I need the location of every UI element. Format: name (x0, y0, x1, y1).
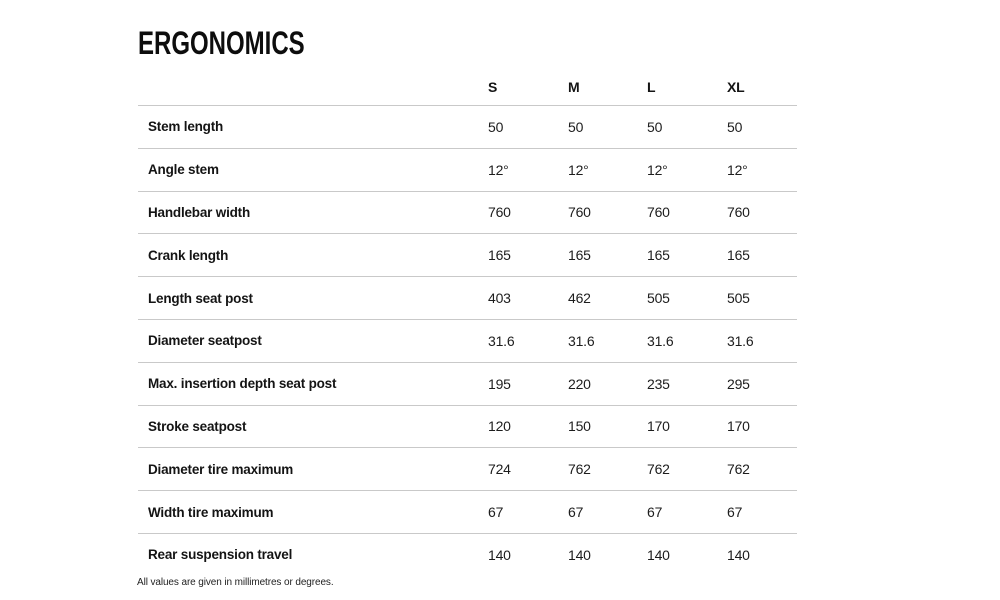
column-header-xl: XL (727, 78, 745, 95)
table-row: Length seat post 403 462 505 505 (138, 277, 797, 320)
cell-l: 505 (647, 290, 670, 307)
row-label: Handlebar width (148, 204, 251, 220)
cell-xl: 140 (727, 546, 750, 563)
column-header-m: M (568, 78, 580, 95)
row-label: Crank length (148, 247, 229, 263)
cell-l: 165 (647, 247, 670, 264)
table-row: Max. insertion depth seat post 195 220 2… (138, 363, 797, 406)
table-row: Diameter tire maximum 724 762 762 762 (138, 448, 797, 492)
cell-xl: 760 (727, 204, 750, 221)
column-header-s: S (488, 78, 498, 95)
table-row: Diameter seatpost 31.6 31.6 31.6 31.6 (138, 320, 797, 363)
row-label: Stroke seatpost (148, 418, 247, 434)
cell-xl: 12° (727, 161, 748, 178)
cell-m: 165 (568, 247, 591, 264)
row-label: Rear suspension travel (148, 547, 293, 563)
row-label: Length seat post (148, 290, 253, 306)
table-row: Stem length 50 50 50 50 (138, 106, 797, 149)
cell-s: 12° (488, 161, 509, 178)
cell-m: 50 (568, 118, 584, 135)
cell-l: 12° (647, 161, 668, 178)
cell-s: 140 (488, 546, 511, 563)
cell-m: 220 (568, 375, 591, 392)
cell-l: 235 (647, 375, 670, 392)
table-row: Width tire maximum 67 67 67 67 (138, 491, 797, 534)
row-label: Angle stem (148, 162, 219, 178)
page-title: ERGONOMICS (138, 25, 305, 62)
row-label: Diameter seatpost (148, 333, 262, 349)
row-label: Stem length (148, 119, 224, 135)
table-row: Angle stem 12° 12° 12° 12° (138, 149, 797, 192)
cell-xl: 170 (727, 418, 750, 435)
cell-s: 195 (488, 375, 511, 392)
table-row: Rear suspension travel 140 140 140 140 (138, 534, 797, 576)
cell-xl: 67 (727, 504, 743, 521)
cell-m: 12° (568, 161, 589, 178)
cell-m: 31.6 (568, 332, 595, 349)
cell-s: 724 (488, 461, 511, 478)
cell-l: 50 (647, 118, 663, 135)
table-row: Crank length 165 165 165 165 (138, 234, 797, 278)
cell-s: 165 (488, 247, 511, 264)
cell-m: 760 (568, 204, 591, 221)
cell-xl: 762 (727, 461, 750, 478)
row-label: Width tire maximum (148, 504, 274, 520)
ergonomics-table: S M L XL Stem length 50 50 50 50 Angle s… (138, 68, 797, 576)
table-header-row: S M L XL (138, 68, 797, 106)
cell-m: 462 (568, 290, 591, 307)
cell-s: 120 (488, 418, 511, 435)
row-label: Max. insertion depth seat post (148, 376, 337, 392)
cell-xl: 295 (727, 375, 750, 392)
cell-l: 170 (647, 418, 670, 435)
cell-l: 762 (647, 461, 670, 478)
cell-xl: 31.6 (727, 332, 754, 349)
cell-xl: 165 (727, 247, 750, 264)
cell-s: 31.6 (488, 332, 515, 349)
cell-l: 760 (647, 204, 670, 221)
cell-m: 67 (568, 504, 584, 521)
cell-s: 50 (488, 118, 504, 135)
units-footnote: All values are given in millimetres or d… (137, 577, 334, 588)
cell-l: 67 (647, 504, 663, 521)
cell-xl: 50 (727, 118, 743, 135)
cell-s: 403 (488, 290, 511, 307)
cell-l: 140 (647, 546, 670, 563)
row-label: Diameter tire maximum (148, 461, 294, 477)
cell-m: 762 (568, 461, 591, 478)
cell-m: 150 (568, 418, 591, 435)
cell-l: 31.6 (647, 332, 674, 349)
cell-s: 67 (488, 504, 504, 521)
table-row: Handlebar width 760 760 760 760 (138, 192, 797, 235)
cell-s: 760 (488, 204, 511, 221)
column-header-l: L (647, 78, 656, 95)
cell-xl: 505 (727, 290, 750, 307)
table-row: Stroke seatpost 120 150 170 170 (138, 406, 797, 449)
cell-m: 140 (568, 546, 591, 563)
